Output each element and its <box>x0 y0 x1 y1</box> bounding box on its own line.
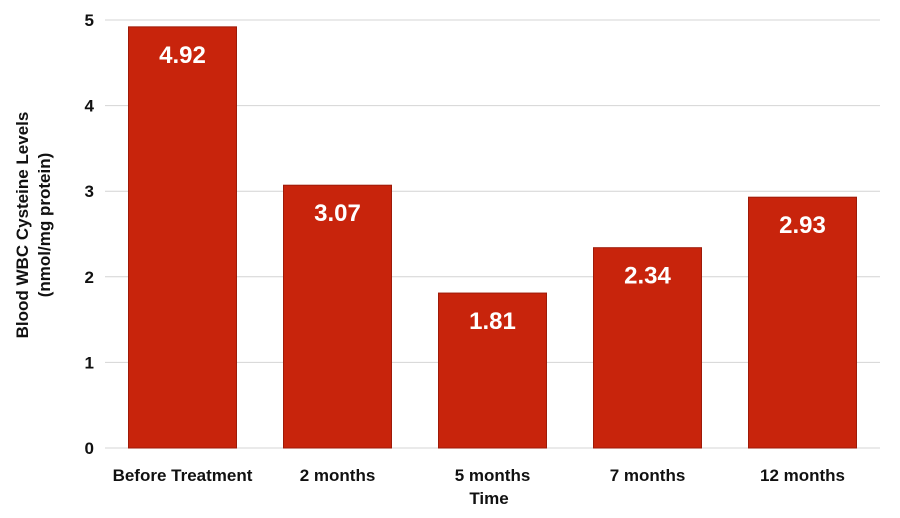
bar-0 <box>128 26 237 449</box>
x-axis-title: Time <box>469 489 508 508</box>
data-label-3: 2.34 <box>624 263 671 290</box>
y-axis-title-line-2: (nmol/mg protein) <box>35 153 54 297</box>
y-tick-label-5: 5 <box>85 11 94 30</box>
data-label-4: 2.93 <box>779 212 826 239</box>
data-label-2: 1.81 <box>469 308 516 335</box>
y-tick-label-2: 2 <box>85 268 94 287</box>
x-tick-label-1: 2 months <box>300 466 376 485</box>
data-label-1: 3.07 <box>314 200 361 227</box>
x-tick-label-4: 12 months <box>760 466 845 485</box>
bar-3 <box>593 247 702 449</box>
x-tick-label-2: 5 months <box>455 466 531 485</box>
y-tick-label-3: 3 <box>85 182 94 201</box>
x-tick-label-0: Before Treatment <box>113 466 253 485</box>
bar-1 <box>283 184 392 449</box>
y-tick-label-4: 4 <box>85 97 95 116</box>
x-axis-ticks: Before Treatment 2 months 5 months 7 months… <box>113 466 845 485</box>
y-axis-title-line-1: Blood WBC Cysteine Levels <box>13 112 32 339</box>
y-tick-label-1: 1 <box>85 353 94 372</box>
data-labels: 4.92 3.07 1.81 2.34 2.93 <box>159 42 826 335</box>
x-tick-label-3: 7 months <box>610 466 686 485</box>
y-axis-ticks: 0 1 2 3 4 5 <box>85 11 95 458</box>
y-axis-title: Blood WBC Cysteine Levels (nmol/mg prote… <box>13 112 54 339</box>
bar-2 <box>438 292 547 449</box>
bars <box>128 26 857 449</box>
data-label-0: 4.92 <box>159 42 206 69</box>
bar-4 <box>748 196 857 449</box>
y-tick-label-0: 0 <box>85 439 94 458</box>
